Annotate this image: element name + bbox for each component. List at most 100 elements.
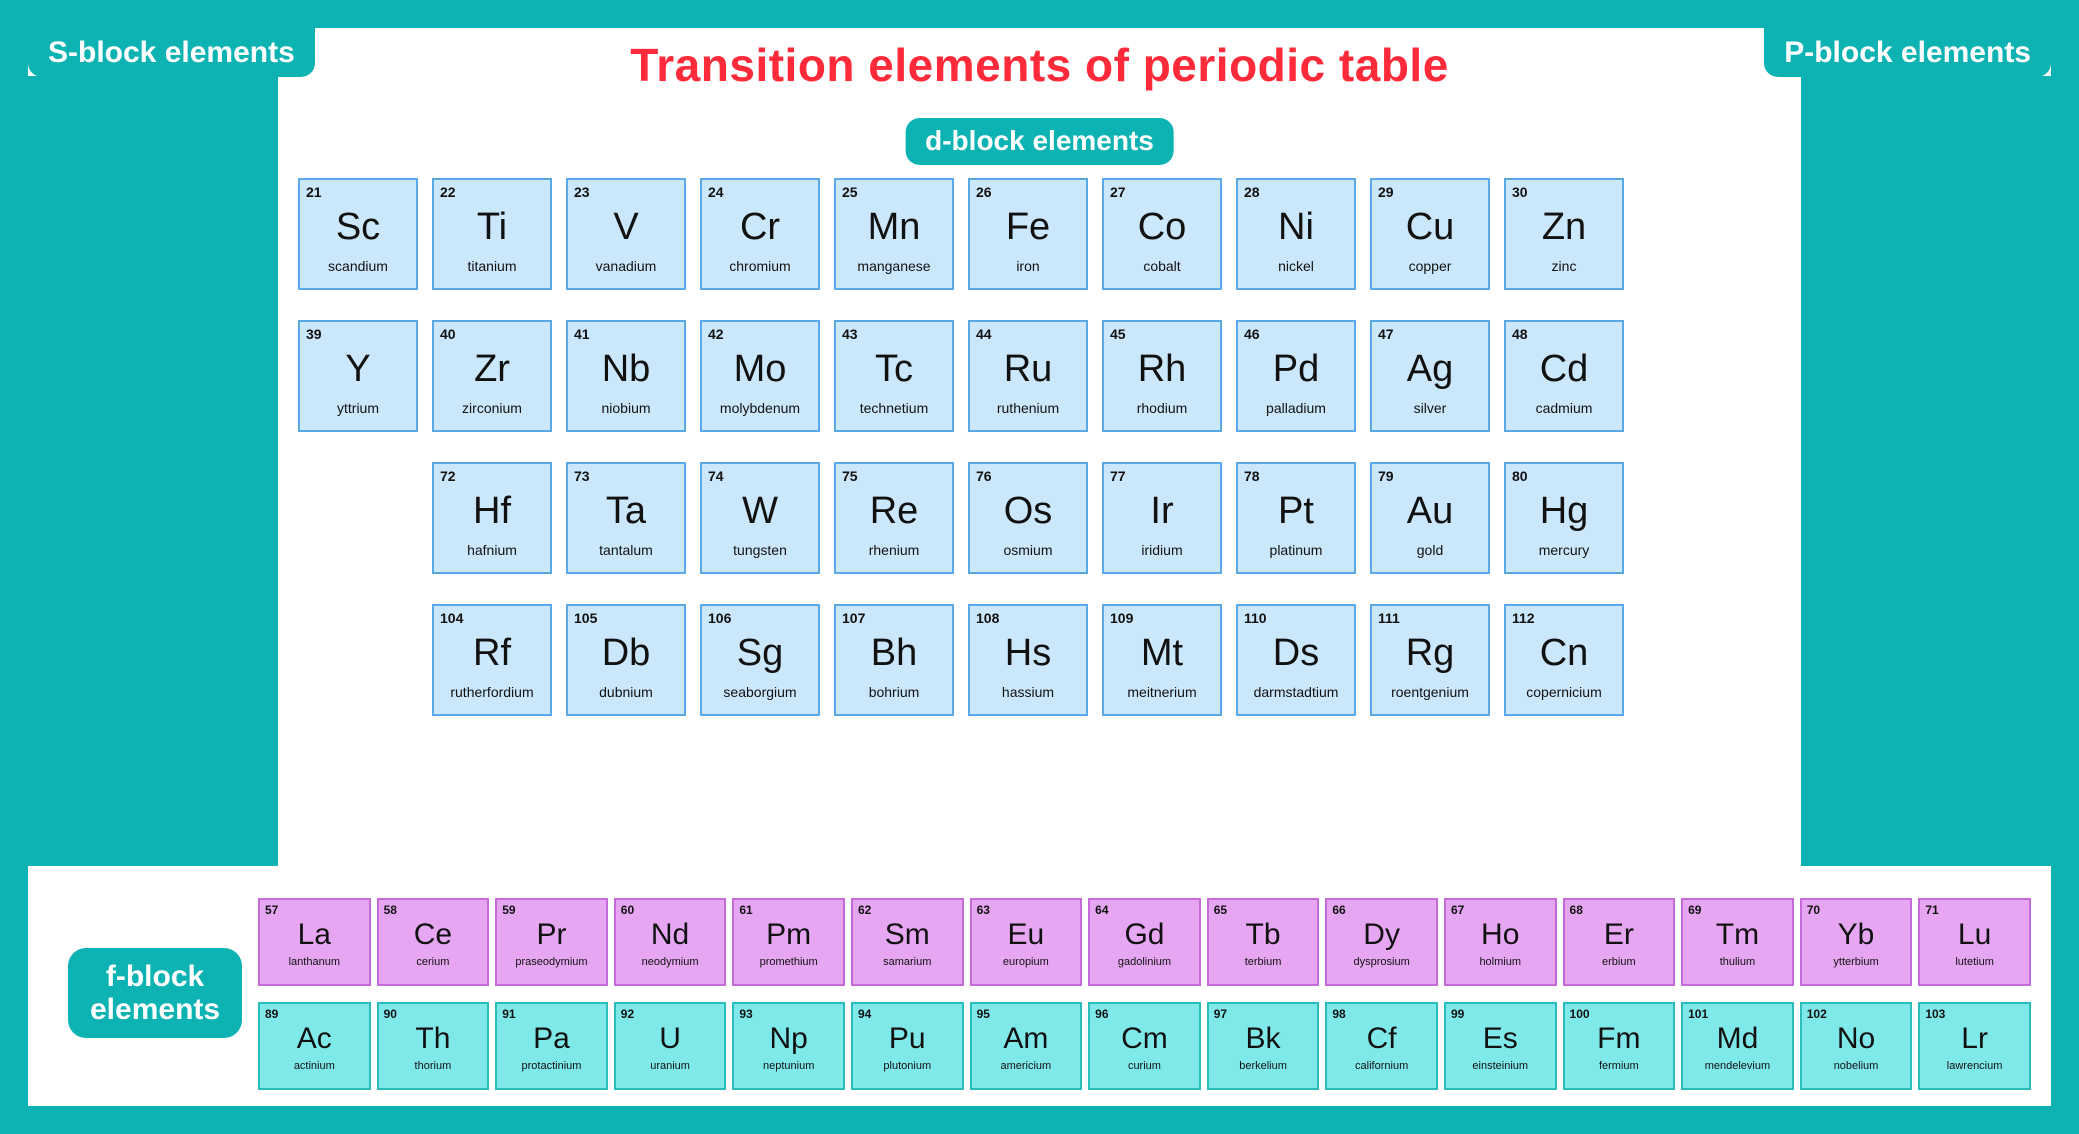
element-symbol: Lr	[1961, 1024, 1988, 1054]
element-cell: 60Ndneodymium	[614, 898, 727, 986]
atomic-number: 106	[708, 610, 731, 626]
atomic-number: 75	[842, 468, 858, 484]
element-cell: 25 Mn manganese	[834, 178, 954, 290]
atomic-number: 67	[1451, 903, 1464, 917]
element-name: bohrium	[869, 684, 920, 700]
atomic-number: 22	[440, 184, 456, 200]
element-name: chromium	[729, 258, 790, 274]
atomic-number: 90	[384, 1007, 397, 1021]
atomic-number: 68	[1570, 903, 1583, 917]
element-symbol: Cu	[1406, 208, 1455, 246]
element-symbol: Hg	[1540, 492, 1589, 530]
element-cell: 99Eseinsteinium	[1444, 1002, 1557, 1090]
atomic-number: 23	[574, 184, 590, 200]
atomic-number: 112	[1512, 610, 1535, 626]
element-symbol: Dy	[1363, 920, 1400, 950]
element-symbol: Gd	[1124, 920, 1164, 950]
element-cell: 64Gdgadolinium	[1088, 898, 1201, 986]
element-cell: 68Ererbium	[1563, 898, 1676, 986]
element-name: lutetium	[1955, 956, 1994, 968]
atomic-number: 79	[1378, 468, 1394, 484]
page-title: Transition elements of periodic table	[28, 38, 2051, 92]
element-name: cobalt	[1143, 258, 1180, 274]
element-cell: 106Sgseaborgium	[700, 604, 820, 716]
atomic-number: 107	[842, 610, 865, 626]
element-name: yttrium	[337, 400, 379, 416]
element-name: cadmium	[1536, 400, 1593, 416]
atomic-number: 25	[842, 184, 858, 200]
atomic-number: 104	[440, 610, 463, 626]
element-symbol: Pm	[766, 920, 811, 950]
element-name: copper	[1409, 258, 1452, 274]
element-symbol: Mt	[1141, 634, 1183, 672]
element-cell: 26Feiron	[968, 178, 1088, 290]
element-name: zirconium	[462, 400, 522, 416]
element-name: curium	[1128, 1060, 1161, 1072]
element-cell: 42Momolybdenum	[700, 320, 820, 432]
element-cell: 66Dydysprosium	[1325, 898, 1438, 986]
atomic-number: 80	[1512, 468, 1528, 484]
element-symbol: Os	[1004, 492, 1053, 530]
element-cell: 111Rgroentgenium	[1370, 604, 1490, 716]
element-cell: 39Yyttrium	[298, 320, 418, 432]
atomic-number: 96	[1095, 1007, 1108, 1021]
element-cell: 48Cdcadmium	[1504, 320, 1624, 432]
element-symbol: Ds	[1273, 634, 1319, 672]
element-cell: 90Ththorium	[377, 1002, 490, 1090]
element-name: lawrencium	[1947, 1060, 2003, 1072]
atomic-number: 40	[440, 326, 456, 342]
element-cell: 112Cncopernicium	[1504, 604, 1624, 716]
element-cell: 61Pmpromethium	[732, 898, 845, 986]
atomic-number: 43	[842, 326, 858, 342]
element-symbol: U	[659, 1024, 681, 1054]
element-symbol: Es	[1483, 1024, 1518, 1054]
element-cell: 28Ninickel	[1236, 178, 1356, 290]
element-name: niobium	[601, 400, 650, 416]
atomic-number: 62	[858, 903, 871, 917]
element-symbol: Am	[1003, 1024, 1048, 1054]
element-name: tantalum	[599, 542, 653, 558]
atomic-number: 39	[306, 326, 322, 342]
element-symbol: Pa	[533, 1024, 570, 1054]
element-cell: 94Puplutonium	[851, 1002, 964, 1090]
element-symbol: Rg	[1406, 634, 1455, 672]
element-name: terbium	[1245, 956, 1282, 968]
element-cell: 103 Lr lawrencium	[1918, 1002, 2031, 1090]
atomic-number: 94	[858, 1007, 871, 1021]
element-name: uranium	[650, 1060, 690, 1072]
element-cell: 97Bkberkelium	[1207, 1002, 1320, 1090]
element-name: manganese	[857, 258, 930, 274]
diagram-frame: Transition elements of periodic table S-…	[0, 0, 2079, 1134]
element-cell: 41Nbniobium	[566, 320, 686, 432]
element-symbol: Sm	[885, 920, 930, 950]
element-name: protactinium	[522, 1060, 582, 1072]
element-cell: 95Amamericium	[970, 1002, 1083, 1090]
element-symbol: Lu	[1958, 920, 1991, 950]
element-cell: 21Scscandium	[298, 178, 418, 290]
element-symbol: Db	[602, 634, 651, 672]
atomic-number: 102	[1807, 1007, 1827, 1021]
element-name: meitnerium	[1127, 684, 1196, 700]
f-block-label: f-blockelements	[68, 948, 242, 1038]
lanthanides-row: 57Lalanthanum58Cecerium59Prpraseodymium6…	[258, 898, 2031, 986]
atomic-number: 103	[1925, 1007, 1945, 1021]
element-name: thulium	[1720, 956, 1755, 968]
element-symbol: Mn	[868, 208, 921, 246]
element-symbol: Ho	[1481, 920, 1519, 950]
atomic-number: 64	[1095, 903, 1108, 917]
element-cell: 57Lalanthanum	[258, 898, 371, 986]
p-block-label: P-block elements	[1764, 28, 2051, 77]
atomic-number: 29	[1378, 184, 1394, 200]
diagram-inner: Transition elements of periodic table S-…	[28, 28, 2051, 1106]
element-name: rutherfordium	[450, 684, 533, 700]
element-name: titanium	[467, 258, 516, 274]
element-name: fermium	[1599, 1060, 1639, 1072]
element-symbol: Ce	[414, 920, 452, 950]
element-cell: 93Npneptunium	[732, 1002, 845, 1090]
element-name: iron	[1016, 258, 1039, 274]
element-name: hassium	[1002, 684, 1054, 700]
element-name: darmstadtium	[1254, 684, 1339, 700]
atomic-number: 66	[1332, 903, 1345, 917]
atomic-number: 41	[574, 326, 590, 342]
element-cell: 80Hgmercury	[1504, 462, 1624, 574]
